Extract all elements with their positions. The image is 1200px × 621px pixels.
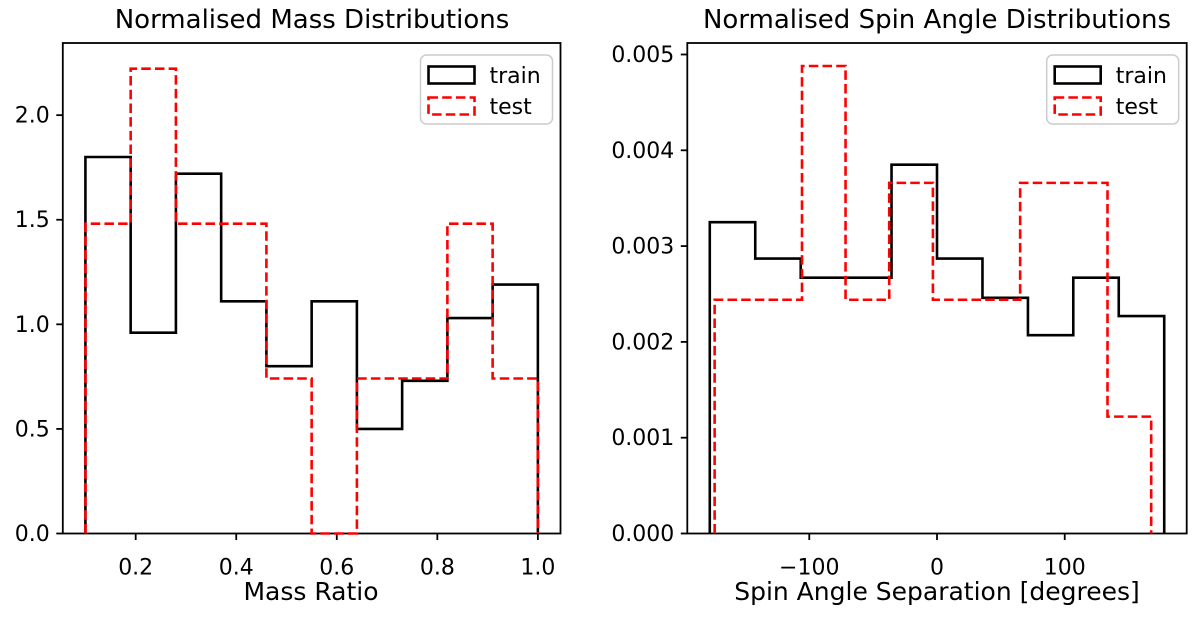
left-y-tick-label: 0.5 xyxy=(15,417,50,442)
left-x-tick-label: 1.0 xyxy=(520,556,555,581)
right-legend-box xyxy=(1045,54,1180,125)
left-legend-box xyxy=(419,54,554,125)
right-chart-title: Normalised Spin Angle Distributions xyxy=(702,5,1172,35)
left-x-tick-label: 0.2 xyxy=(118,556,153,581)
right-legend-swatch-train xyxy=(1053,65,1102,85)
right-y-tick-label: 0.005 xyxy=(611,43,674,68)
right-x-tick-label: 0 xyxy=(930,556,944,581)
right-y-tick-label: 0.002 xyxy=(611,330,674,355)
left-legend-label-train: train xyxy=(490,64,541,89)
right-legend-label-test: test xyxy=(1116,95,1159,120)
left-y-tick-label: 1.0 xyxy=(15,313,50,338)
right-test-histogram xyxy=(713,64,1153,534)
left-y-tick-label: 0.0 xyxy=(15,522,50,547)
left-legend-swatch-test xyxy=(427,96,476,116)
right-chart-xlabel: Spin Angle Separation [degrees] xyxy=(734,577,1140,606)
right-y-tick-label: 0.001 xyxy=(611,426,674,451)
right-legend-swatch-test xyxy=(1053,96,1102,116)
left-y-tick-label: 1.5 xyxy=(15,208,50,233)
left-x-tick-label: 0.8 xyxy=(420,556,455,581)
left-y-tick-label: 2.0 xyxy=(15,104,50,129)
left-legend-swatch-train xyxy=(427,65,476,85)
left-x-tick-label: 0.4 xyxy=(219,556,254,581)
right-x-tick-label: 100 xyxy=(1044,556,1086,581)
left-train-histogram xyxy=(84,155,540,534)
right-x-tick-label: −100 xyxy=(779,556,839,581)
right-train-histogram xyxy=(708,163,1166,534)
right-y-tick-label: 0.003 xyxy=(611,235,674,260)
left-test-histogram xyxy=(84,67,540,535)
left-chart-xlabel: Mass Ratio xyxy=(243,577,379,606)
left-legend-label-test: test xyxy=(490,95,533,120)
right-y-tick-label: 0.000 xyxy=(611,522,674,547)
left-x-tick-label: 0.6 xyxy=(319,556,354,581)
right-y-tick-label: 0.004 xyxy=(611,139,674,164)
right-legend-label-train: train xyxy=(1116,64,1167,89)
left-chart-title: Normalised Mass Distributions xyxy=(114,5,510,35)
